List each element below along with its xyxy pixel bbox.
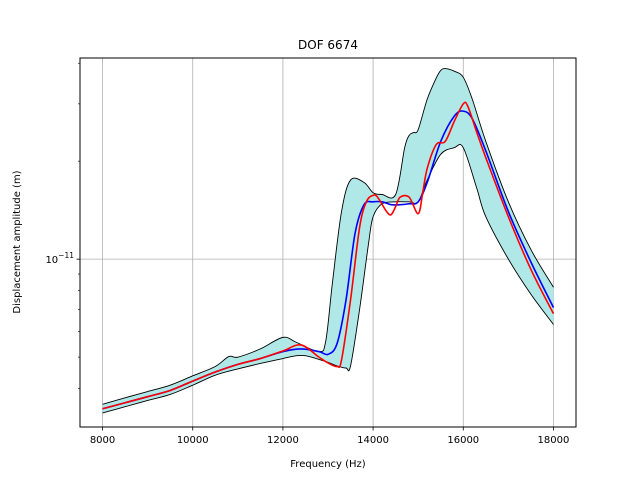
- series-lines: [102, 101, 555, 410]
- x-tick-label: 8000: [90, 435, 115, 446]
- band-upper-edge: [102, 68, 554, 405]
- x-axis-label: Frequency (Hz): [290, 459, 366, 470]
- y-tick-label: 10−11: [45, 251, 74, 266]
- band-lower-edge: [102, 144, 554, 414]
- x-tick-label: 12000: [267, 435, 299, 446]
- x-axis-ticks: 8000 10000 12000 14000 16000 18000: [90, 427, 570, 446]
- band-fill: [102, 68, 554, 413]
- x-tick-label: 16000: [447, 435, 479, 446]
- y-axis-ticks: 10−11: [45, 62, 80, 389]
- x-tick-label: 14000: [357, 435, 389, 446]
- uncertainty-band: [102, 68, 554, 414]
- chart-title: DOF 6674: [298, 38, 358, 52]
- x-tick-label: 10000: [177, 435, 209, 446]
- plot-frame: [79, 57, 577, 428]
- reference-line: [102, 101, 555, 410]
- y-axis-label: Displacement amplitude (m): [12, 170, 23, 313]
- x-tick-label: 18000: [538, 435, 570, 446]
